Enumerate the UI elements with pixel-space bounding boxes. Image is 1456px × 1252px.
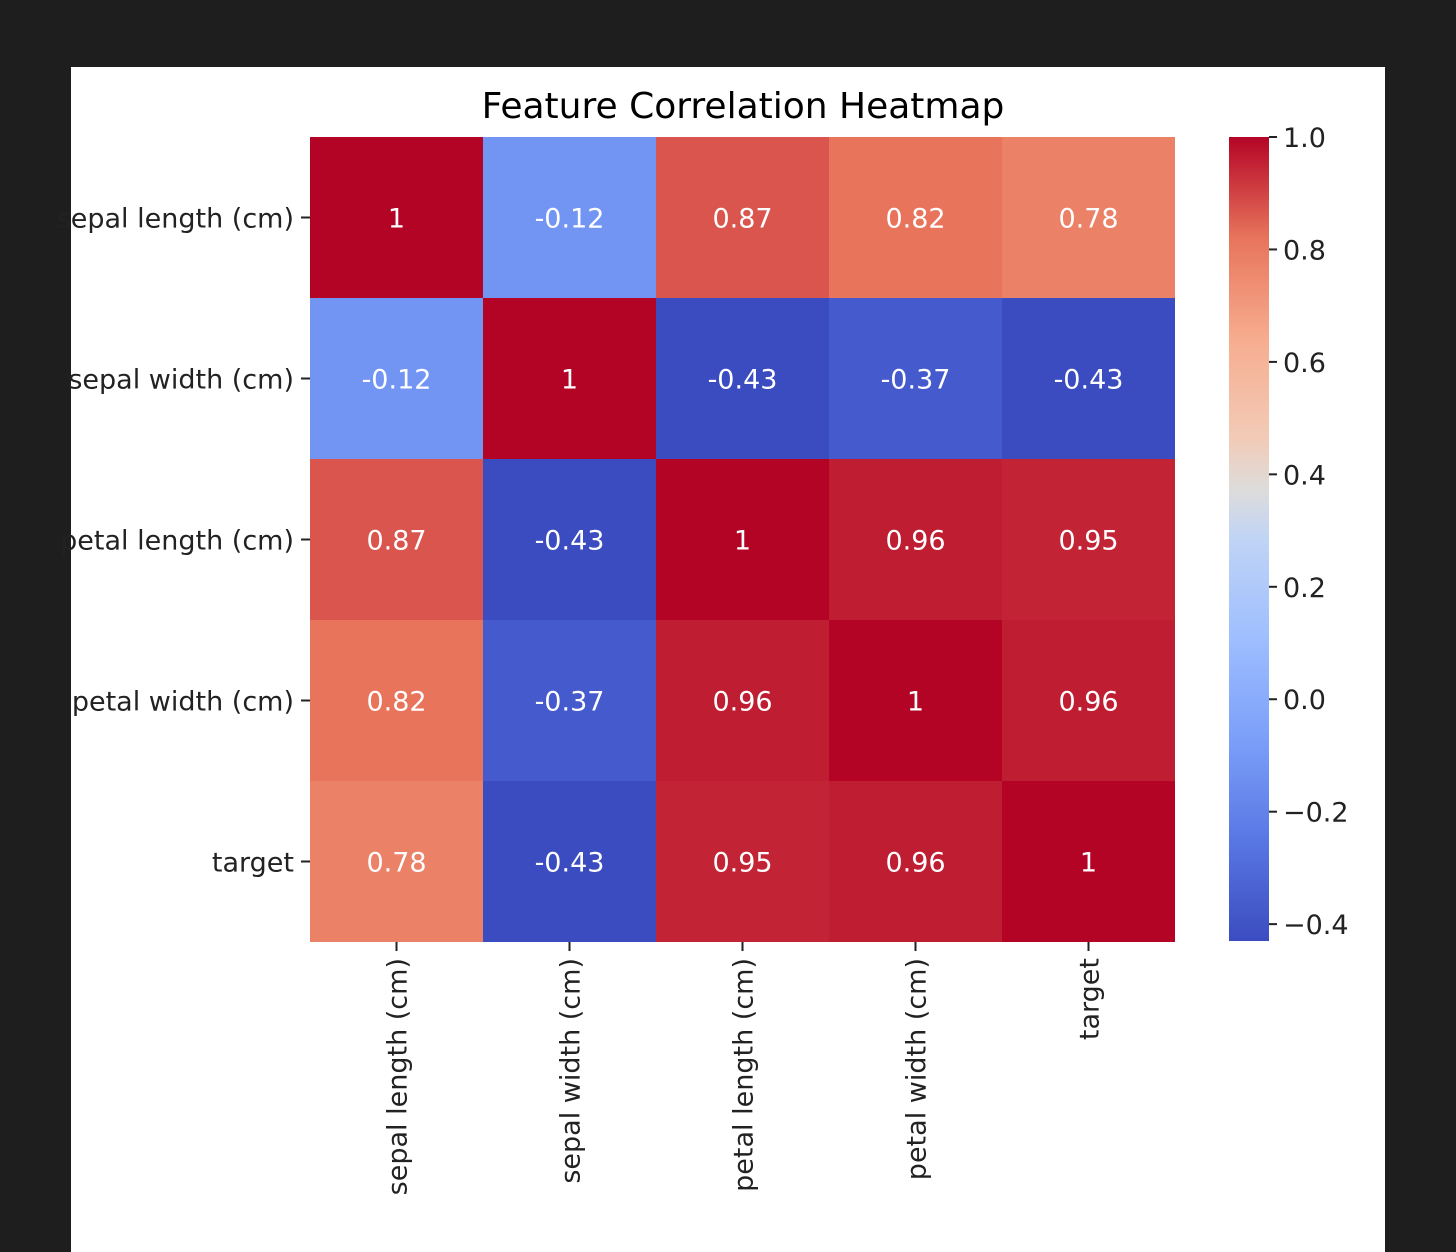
cell-value-label: -0.37 <box>881 365 951 396</box>
heatmap-cell <box>1002 620 1175 781</box>
colorbar-tick-label: 0.0 <box>1283 685 1326 716</box>
chart-title: Feature Correlation Heatmap <box>482 86 1005 127</box>
y-tick-label: petal width (cm) <box>72 687 294 718</box>
x-tick-label: sepal length (cm) <box>383 958 414 1195</box>
cell-value-label: -0.43 <box>708 365 778 396</box>
cell-value-label: 1 <box>561 365 578 396</box>
colorbar-tick-label: 0.2 <box>1283 573 1326 604</box>
heatmap-cell <box>310 298 483 459</box>
heatmap-cell <box>483 298 656 459</box>
heatmap-cell <box>656 298 829 459</box>
cell-value-label: -0.43 <box>535 526 605 557</box>
cell-value-label: 0.96 <box>885 526 945 557</box>
cell-value-label: 0.95 <box>712 848 772 879</box>
heatmap-cell <box>1002 781 1175 942</box>
heatmap-cell <box>656 781 829 942</box>
heatmap-cell <box>829 137 1002 298</box>
cell-value-label: 0.96 <box>885 848 945 879</box>
heatmap-cells <box>310 137 1175 942</box>
cell-value-label: 1 <box>388 204 405 235</box>
heatmap-cell <box>829 620 1002 781</box>
y-tick-label: sepal length (cm) <box>57 204 294 235</box>
x-axis-ticks: sepal length (cm) sepal width (cm) petal l… <box>383 942 1106 1195</box>
cell-value-label: -0.43 <box>535 848 605 879</box>
cell-value-label: 0.95 <box>1058 526 1118 557</box>
colorbar-tick-label: 1.0 <box>1283 123 1326 154</box>
heatmap-cell <box>829 298 1002 459</box>
heatmap-cell <box>310 137 483 298</box>
cell-value-label: 0.87 <box>366 526 426 557</box>
x-tick-label: petal width (cm) <box>902 958 933 1180</box>
heatmap-cell <box>829 459 1002 620</box>
heatmap-cell <box>1002 298 1175 459</box>
heatmap-cell <box>483 137 656 298</box>
colorbar <box>1229 137 1269 941</box>
cell-value-label: 0.78 <box>366 848 426 879</box>
y-axis-ticks: sepal length (cm) sepal width (cm) petal l… <box>57 204 310 879</box>
colorbar-tick-label: 0.4 <box>1283 460 1326 491</box>
cell-value-label: -0.12 <box>362 365 432 396</box>
cell-value-label: 1 <box>734 526 751 557</box>
heatmap-cell <box>310 781 483 942</box>
colorbar-tick-label: 0.8 <box>1283 235 1326 266</box>
x-tick-label: petal length (cm) <box>729 958 760 1192</box>
cell-value-label: 0.96 <box>1058 687 1118 718</box>
cell-value-label: 0.96 <box>712 687 772 718</box>
cell-value-label: 0.82 <box>885 204 945 235</box>
heatmap-cell <box>483 620 656 781</box>
cell-value-label: -0.12 <box>535 204 605 235</box>
heatmap-cell <box>829 781 1002 942</box>
y-tick-label: sepal width (cm) <box>68 365 294 396</box>
colorbar-ticks: 1.0 0.8 0.6 0.4 0.2 0.0 −0.2 −0.4 <box>1269 123 1349 941</box>
cell-value-label: -0.37 <box>535 687 605 718</box>
cell-value-label: 0.82 <box>366 687 426 718</box>
cell-value-label: 0.78 <box>1058 204 1118 235</box>
heatmap-cell <box>310 459 483 620</box>
heatmap-cell <box>310 620 483 781</box>
cell-value-label: 1 <box>1080 848 1097 879</box>
cell-value-label: -0.43 <box>1054 365 1124 396</box>
heatmap-cell <box>656 620 829 781</box>
colorbar-tick-label: −0.2 <box>1283 798 1349 829</box>
heatmap-cell <box>656 459 829 620</box>
heatmap-cell <box>483 781 656 942</box>
colorbar-tick-label: 0.6 <box>1283 348 1326 379</box>
colorbar-tick-label: −0.4 <box>1283 910 1349 941</box>
x-tick-label: sepal width (cm) <box>556 958 587 1184</box>
x-tick-label: target <box>1075 958 1106 1040</box>
y-tick-label: petal length (cm) <box>60 526 294 557</box>
y-tick-label: target <box>212 848 294 879</box>
heatmap-cell-labels: 1 -0.12 0.87 0.82 0.78 -0.12 1 -0.43 -0.37 -0.43 0… <box>362 204 1124 879</box>
cell-value-label: 0.87 <box>712 204 772 235</box>
cell-value-label: 1 <box>907 687 924 718</box>
heatmap-cell <box>656 137 829 298</box>
heatmap-cell <box>1002 137 1175 298</box>
heatmap-cell <box>483 459 656 620</box>
heatmap-cell <box>1002 459 1175 620</box>
